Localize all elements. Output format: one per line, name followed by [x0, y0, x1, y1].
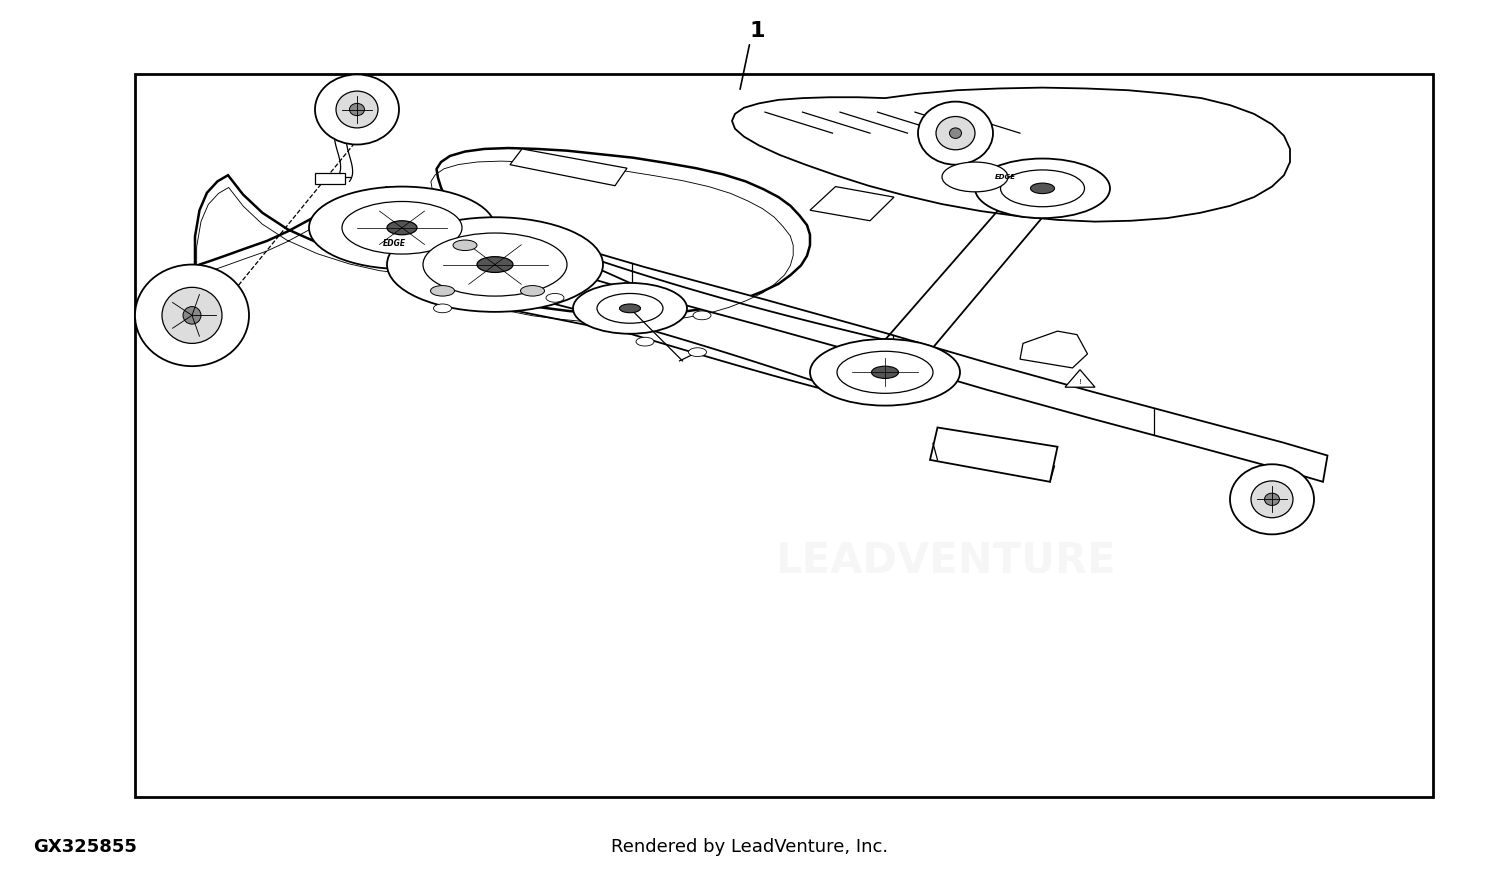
- Polygon shape: [510, 149, 627, 186]
- Ellipse shape: [183, 307, 201, 324]
- Ellipse shape: [453, 240, 477, 251]
- Ellipse shape: [309, 187, 495, 269]
- Ellipse shape: [336, 91, 378, 128]
- Ellipse shape: [1230, 464, 1314, 534]
- Polygon shape: [458, 210, 1328, 482]
- Ellipse shape: [1000, 170, 1084, 207]
- Ellipse shape: [1251, 481, 1293, 518]
- Ellipse shape: [942, 162, 1008, 192]
- Ellipse shape: [636, 337, 654, 346]
- Ellipse shape: [597, 293, 663, 323]
- Ellipse shape: [573, 283, 687, 334]
- Polygon shape: [810, 187, 894, 221]
- Ellipse shape: [975, 159, 1110, 218]
- Text: EDGE: EDGE: [994, 174, 1016, 180]
- Text: 1: 1: [750, 21, 765, 40]
- Ellipse shape: [620, 304, 640, 313]
- Ellipse shape: [430, 286, 454, 296]
- Polygon shape: [1065, 370, 1095, 387]
- Polygon shape: [732, 88, 1290, 222]
- Ellipse shape: [387, 221, 417, 235]
- Ellipse shape: [950, 128, 962, 138]
- Ellipse shape: [546, 293, 564, 302]
- Ellipse shape: [918, 102, 993, 165]
- Text: EDGE: EDGE: [382, 239, 406, 248]
- Polygon shape: [1020, 331, 1088, 368]
- Text: GX325855: GX325855: [33, 838, 136, 856]
- Ellipse shape: [387, 217, 603, 312]
- Ellipse shape: [1264, 493, 1280, 505]
- Ellipse shape: [1030, 183, 1054, 194]
- Ellipse shape: [871, 366, 898, 378]
- Polygon shape: [315, 173, 345, 184]
- Ellipse shape: [688, 348, 706, 357]
- Ellipse shape: [342, 201, 462, 254]
- Ellipse shape: [936, 117, 975, 150]
- Ellipse shape: [520, 286, 544, 296]
- Ellipse shape: [423, 233, 567, 296]
- Polygon shape: [930, 427, 1058, 482]
- Text: !: !: [1078, 379, 1082, 385]
- Ellipse shape: [477, 257, 513, 272]
- Ellipse shape: [350, 103, 364, 116]
- Ellipse shape: [837, 351, 933, 393]
- Ellipse shape: [135, 265, 249, 366]
- Ellipse shape: [162, 287, 222, 343]
- Polygon shape: [195, 148, 810, 314]
- Ellipse shape: [433, 304, 451, 313]
- Bar: [135, 74, 1432, 797]
- Ellipse shape: [693, 311, 711, 320]
- Text: Rendered by LeadVenture, Inc.: Rendered by LeadVenture, Inc.: [612, 838, 888, 856]
- Ellipse shape: [315, 74, 399, 145]
- Text: LEADVENTURE: LEADVENTURE: [774, 540, 1116, 582]
- Ellipse shape: [810, 339, 960, 406]
